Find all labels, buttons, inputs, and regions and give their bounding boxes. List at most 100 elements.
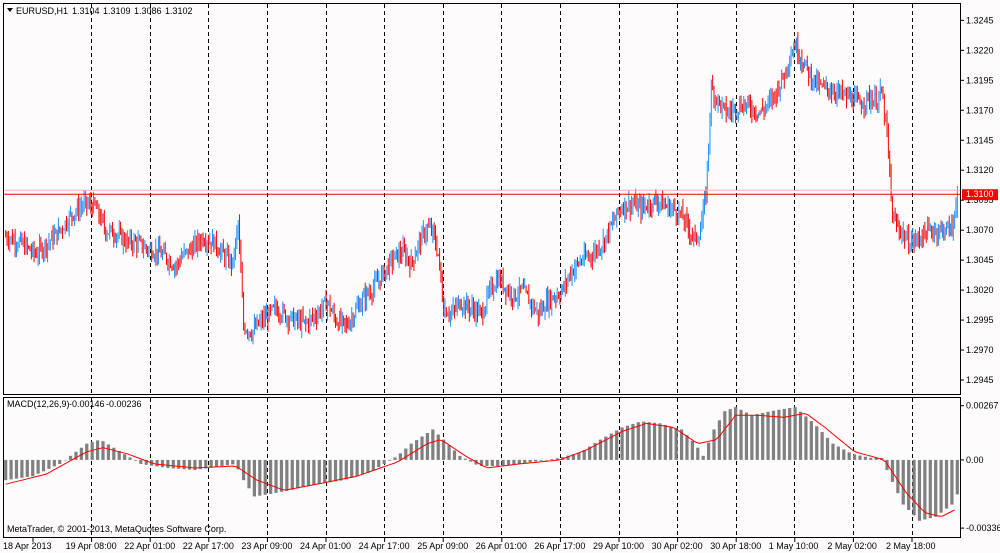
macd-bar [847, 452, 851, 460]
macd-bar [333, 459, 338, 482]
current-price-tag [962, 189, 998, 201]
macd-bar [674, 427, 678, 460]
macd-bar [68, 455, 73, 460]
macd-bar [512, 459, 516, 465]
ohlc-open: 1.3104 [72, 6, 100, 16]
macd-bar [685, 435, 689, 460]
macd-bar [425, 433, 430, 460]
macd-bar [74, 451, 78, 460]
macd-bar [328, 459, 332, 483]
macd-bar [58, 459, 62, 464]
macd-bar [14, 459, 19, 479]
macd-bar [431, 429, 435, 460]
macd-bar [344, 459, 348, 480]
macd-bar [52, 459, 56, 467]
macd-bar [420, 436, 424, 460]
macd-bar [258, 459, 262, 496]
macd-bar [907, 459, 911, 510]
macd-bar [577, 452, 581, 460]
macd-bar [679, 429, 684, 460]
macd-bar [712, 429, 716, 460]
macd-bar [490, 459, 494, 466]
macd-bar [533, 459, 538, 462]
macd-bar [409, 443, 413, 460]
macd-bar [723, 411, 727, 460]
chart-header: EURUSD,H1 1.3104 1.3109 1.3086 1.3102 [7, 6, 193, 16]
macd-bar [123, 454, 127, 460]
macd-pane-frame [3, 397, 961, 538]
macd-bar [382, 459, 386, 464]
macd-bar [934, 459, 938, 517]
macd-bar [588, 446, 592, 460]
macd-bar [155, 459, 159, 467]
macd-bar [458, 455, 462, 460]
macd-bar [139, 459, 143, 464]
price-tick-label: 1.2970 [966, 345, 994, 355]
macd-bar [241, 459, 246, 481]
macd-bar [95, 440, 100, 460]
macd-bar [220, 459, 224, 466]
macd-bar [706, 442, 711, 460]
time-tick-label: 30 Apr 02:00 [652, 541, 703, 551]
macd-bar [874, 457, 878, 460]
macd-bar [593, 443, 597, 460]
macd-bar [166, 459, 170, 469]
macd-bar [642, 421, 646, 460]
macd-bar [842, 449, 846, 460]
macd-bar [269, 459, 273, 494]
macd-bar [198, 459, 202, 470]
macd-bar [793, 407, 797, 460]
macd-bar [128, 457, 132, 460]
macd-bar [858, 455, 862, 460]
macd-bar [469, 459, 473, 462]
macd-bar [101, 441, 105, 460]
price-tick-label: 1.3145 [966, 135, 994, 145]
macd-bar [339, 459, 343, 481]
macd-bar [133, 459, 138, 461]
macd-bar [555, 458, 559, 460]
price-tick-label: 1.2945 [966, 375, 994, 385]
copyright-text: MetaTrader, © 2001-2013, MetaQuotes Soft… [7, 524, 226, 534]
macd-bar [804, 416, 808, 460]
macd-bar [323, 459, 327, 484]
macd-bar [47, 459, 51, 469]
price-tick-label: 1.3245 [966, 15, 994, 25]
macd-bar [301, 459, 305, 488]
macd-bar [193, 459, 197, 471]
macd-bar [777, 409, 781, 460]
macd-bar [636, 422, 640, 460]
macd-bar [652, 422, 657, 460]
price-tick-label: 1.3170 [966, 105, 994, 115]
macd-bar [236, 459, 240, 470]
macd-bar [912, 459, 916, 516]
macd-bar [917, 459, 922, 521]
macd-bar [528, 459, 532, 463]
macd-bar [539, 459, 543, 461]
macd-bar [442, 439, 446, 460]
macd-bar [734, 407, 738, 460]
macd-bar [571, 454, 576, 460]
macd-axis: 0.00267 0.00 -0.00336 [960, 401, 1000, 533]
macd-bar [896, 459, 900, 494]
macd-bar [371, 459, 375, 471]
macd-bar [744, 412, 749, 460]
dropdown-triangle-icon[interactable] [7, 8, 13, 12]
macd-bar [631, 423, 635, 460]
ohlc-high: 1.3109 [103, 6, 131, 16]
macd-bar [31, 459, 35, 477]
macd-bar [479, 459, 484, 466]
macd-bar [658, 423, 662, 460]
macd-bar [317, 459, 321, 484]
time-tick-label: 29 Apr 10:00 [593, 541, 644, 551]
macd-bar [798, 411, 803, 460]
macd-bar [863, 456, 868, 460]
macd-bar [187, 459, 192, 470]
macd-bar [923, 459, 927, 520]
time-tick-label: 24 Apr 01:00 [300, 541, 351, 551]
macd-bar [690, 440, 694, 460]
macd-bar [387, 459, 392, 461]
macd-bar [782, 408, 786, 460]
macd-bar [177, 459, 181, 469]
